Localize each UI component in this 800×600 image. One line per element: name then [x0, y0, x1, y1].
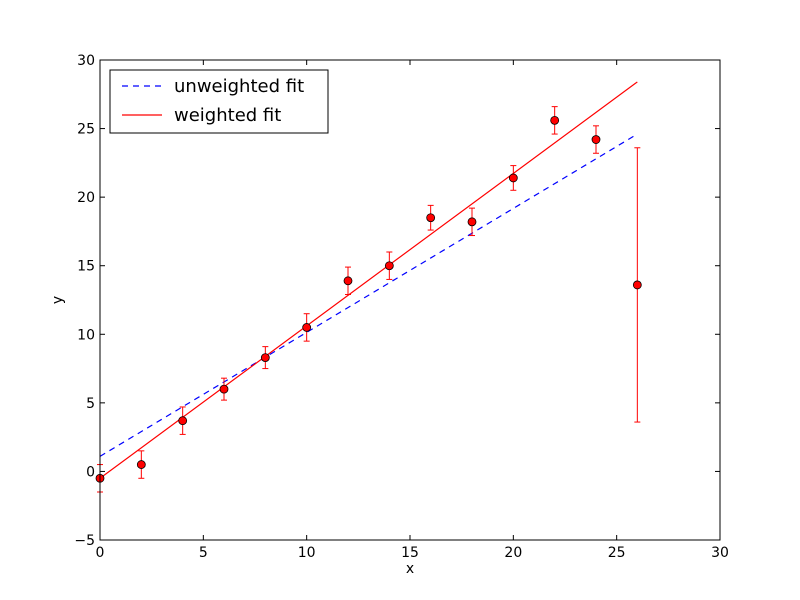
- x-tick-label: 30: [711, 545, 729, 561]
- data-point: [467, 217, 477, 227]
- y-tick-label: 5: [86, 396, 95, 412]
- data-point: [178, 416, 188, 426]
- points-layer: [95, 106, 642, 493]
- data-point: [136, 460, 146, 469]
- weighted-fit-line: [99, 81, 638, 479]
- data-point: [302, 323, 312, 332]
- y-tick-label: 10: [77, 327, 95, 343]
- x-tick-label: 0: [96, 545, 105, 561]
- x-tick-label: 10: [298, 545, 316, 561]
- data-point: [550, 115, 560, 125]
- y-tick-label: 25: [77, 122, 95, 138]
- legend-label-unweighted: unweighted fit: [174, 76, 304, 97]
- legend-label-weighted: weighted fit: [174, 105, 281, 126]
- plot-area: [100, 60, 720, 540]
- data-point: [426, 213, 436, 223]
- x-axis-label: x: [406, 561, 414, 577]
- data-point: [591, 135, 601, 144]
- x-tick-label: 15: [401, 545, 419, 561]
- x-tick-label: 25: [608, 545, 626, 561]
- y-tick-label: −5: [74, 533, 95, 549]
- data-point: [260, 353, 270, 363]
- y-tick-label: 20: [77, 190, 95, 206]
- x-tick-label: 20: [504, 545, 522, 561]
- data-point: [219, 384, 229, 394]
- data-point: [343, 276, 353, 286]
- y-tick-label: 0: [86, 464, 95, 480]
- unweighted-fit-line: [99, 133, 638, 457]
- data-point: [508, 173, 518, 183]
- x-tick-label: 5: [199, 545, 208, 561]
- legend: unweighted fit weighted fit: [109, 69, 329, 134]
- series-layer: [99, 81, 638, 479]
- y-tick-label: 15: [77, 259, 95, 275]
- data-point: [384, 261, 394, 271]
- y-axis-label: y: [50, 296, 66, 304]
- data-point: [632, 280, 642, 290]
- legend-box: [109, 69, 329, 134]
- y-tick-label: 30: [77, 53, 95, 69]
